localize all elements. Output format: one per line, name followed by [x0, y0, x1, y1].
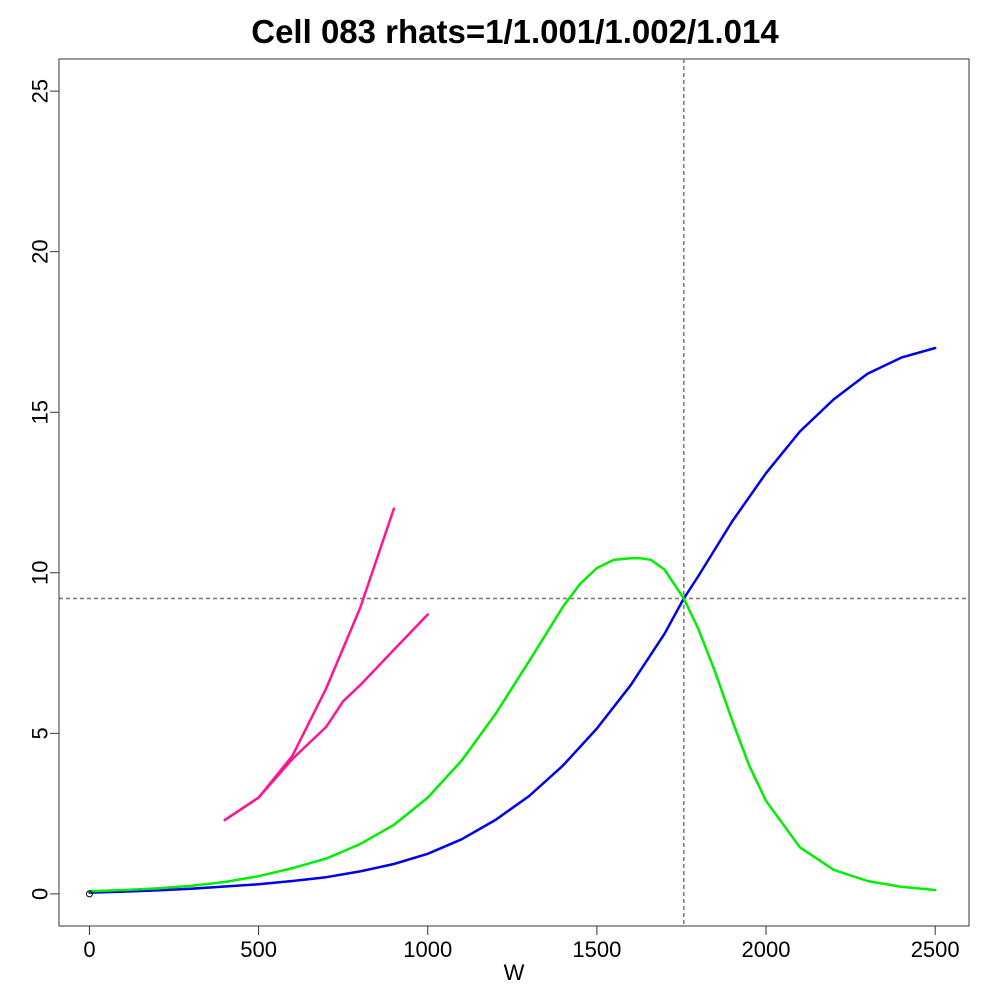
x-tick-label: 500: [240, 937, 277, 962]
y-tick-label: 25: [28, 79, 53, 103]
x-axis: 0 500 1000 1500 2000 2500: [83, 925, 960, 962]
y-tick-label: 5: [28, 727, 53, 739]
x-tick-label: 1500: [572, 937, 621, 962]
series-line-1: [88, 346, 937, 894]
points-layer: [85, 890, 93, 898]
y-tick-label: 20: [28, 239, 53, 263]
x-tick-label: 1000: [403, 937, 452, 962]
y-tick-label: 15: [28, 400, 53, 424]
y-axis: 0 5 10 15 20 25: [28, 79, 60, 900]
series-line-3: [223, 507, 396, 822]
series-layer: [88, 346, 937, 894]
reference-lines: [59, 59, 969, 926]
chart-title: Cell 083 rhats=1/1.001/1.002/1.014: [251, 13, 779, 50]
series-line-4: [223, 613, 429, 822]
y-tick-label: 10: [28, 561, 53, 585]
plot-frame: [58, 58, 970, 927]
x-tick-label: 2500: [911, 937, 960, 962]
data-point-1: [85, 890, 93, 898]
series-line-2: [88, 557, 937, 893]
y-tick-label: 0: [28, 888, 53, 900]
x-tick-label: 0: [83, 937, 95, 962]
x-axis-label: W: [504, 960, 525, 985]
x-tick-label: 2000: [742, 937, 791, 962]
